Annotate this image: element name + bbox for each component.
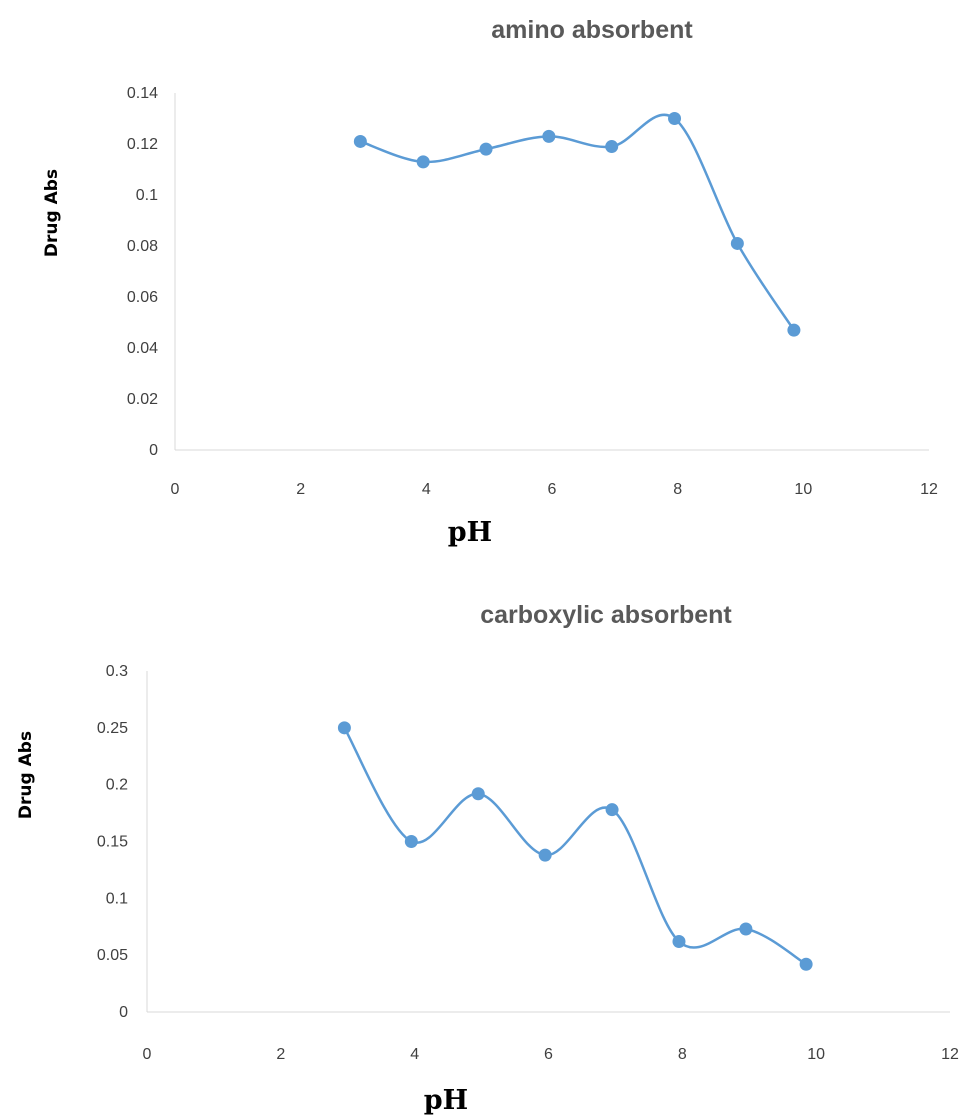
data-point (337, 721, 351, 735)
x-tick-labels: 0 2 4 6 8 10 12 (143, 1046, 959, 1063)
y-tick-label: 0.05 (97, 947, 128, 964)
x-tick-label: 10 (794, 481, 812, 498)
y-tick-labels: 0 0.05 0.1 0.15 0.2 0.25 0.3 (97, 663, 128, 1021)
x-tick-label: 12 (920, 481, 938, 498)
axes (146, 671, 950, 1013)
x-tick-label: 10 (807, 1046, 825, 1063)
plot-area (353, 112, 801, 337)
amino-absorbent-chart: amino absorbent Drug Abs pH 0 0.02 0.04 0.0… (42, 16, 938, 548)
x-tick-label: 4 (410, 1046, 419, 1063)
y-tick-label: 0 (119, 1004, 128, 1021)
data-point (471, 787, 485, 801)
x-tick-label: 2 (296, 481, 305, 498)
x-tick-labels: 0 2 4 6 8 10 12 (171, 481, 938, 498)
x-axis-label: pH (424, 1085, 468, 1116)
data-point (542, 129, 556, 143)
data-point (787, 323, 801, 337)
x-tick-label: 0 (171, 481, 180, 498)
series-line (359, 113, 795, 331)
x-tick-label: 6 (548, 481, 557, 498)
data-point (479, 142, 493, 156)
y-tick-label: 0.06 (127, 289, 158, 306)
data-point (730, 236, 744, 250)
x-tick-label: 6 (544, 1046, 553, 1063)
data-point (416, 155, 430, 169)
data-point (672, 935, 686, 949)
y-axis-label: Drug Abs (42, 169, 62, 257)
x-axis-label: pH (448, 517, 492, 548)
data-point (799, 957, 813, 971)
y-tick-label: 0.3 (106, 663, 128, 680)
y-tick-label: 0.25 (97, 720, 128, 737)
y-tick-label: 0.12 (127, 136, 158, 153)
axes (174, 93, 929, 451)
data-point (353, 134, 367, 148)
x-tick-label: 0 (143, 1046, 152, 1063)
x-tick-label: 4 (422, 481, 431, 498)
y-tick-label: 0.04 (127, 340, 158, 357)
chart-title: carboxylic absorbent (480, 601, 732, 629)
x-tick-label: 2 (276, 1046, 285, 1063)
y-axis-label: Drug Abs (16, 731, 36, 819)
chart-title: amino absorbent (491, 16, 693, 44)
data-point (538, 848, 552, 862)
data-point (739, 922, 753, 936)
data-point (404, 835, 418, 848)
y-tick-label: 0.1 (106, 890, 128, 907)
plot-area (337, 721, 813, 971)
y-tick-label: 0.15 (97, 834, 128, 851)
x-tick-label: 8 (678, 1046, 687, 1063)
data-point (605, 140, 619, 154)
x-tick-label: 12 (941, 1046, 959, 1063)
carboxylic-absorbent-chart: carboxylic absorbent Drug Abs pH 0 0.05 0.… (16, 601, 959, 1116)
data-point (605, 803, 619, 817)
y-tick-label: 0.14 (127, 85, 158, 102)
y-tick-labels: 0 0.02 0.04 0.06 0.08 0.1 0.12 0.14 (127, 85, 158, 459)
y-tick-label: 0.2 (106, 777, 128, 794)
y-tick-label: 0.02 (127, 391, 158, 408)
data-point (668, 112, 682, 125)
x-tick-label: 8 (673, 481, 682, 498)
y-tick-label: 0.08 (127, 238, 158, 255)
y-tick-label: 0 (149, 442, 158, 459)
y-tick-label: 0.1 (136, 187, 158, 204)
